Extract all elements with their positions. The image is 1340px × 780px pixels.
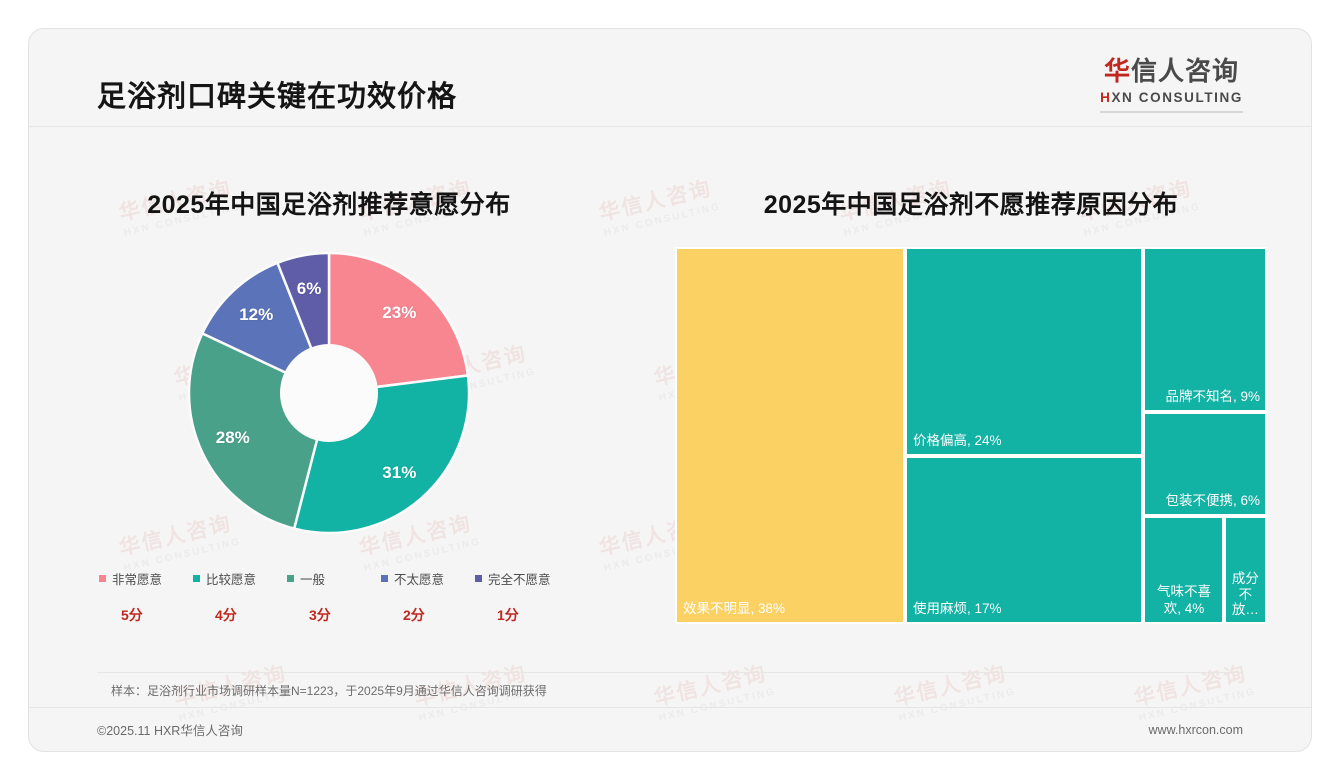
treemap-chart: 效果不明显, 38% 价格偏高, 24% 使用麻烦, 17% 品牌不知名, 9% 包装不… [675,247,1267,624]
footnote-text: 样本：足浴剂行业市场调研样本量N=1223，于2025年9月通过华信人咨询调研获… [97,672,1243,699]
treemap-chart-title: 2025年中国足浴剂不愿推荐原因分布 [763,191,1179,219]
donut-slice-label: 23% [382,303,417,323]
legend-score-label: 1分 [497,607,519,623]
page-title: 足浴剂口碑关键在功效价格 [97,81,458,113]
slide-container: 华信人咨询 HXN CONSULTING 华信人咨询 HXN CONSULTING 华信… [28,28,1312,752]
legend-item-label: 比较愿意 [206,573,257,587]
legend-item-label: 完全不愿意 [488,573,551,587]
slide-footer: ©2025.11 HXR华信人咨询 www.hxrcon.com [29,707,1311,751]
copyright-text: ©2025.11 HXR华信人咨询 [97,724,243,738]
logo-english-text: HXN CONSULTING [1100,90,1243,105]
legend-item-label: 不太愿意 [394,573,445,587]
company-logo: 华信人咨询 HXN CONSULTING [1100,56,1243,119]
treemap-cell-label: 气味不喜欢, 4% [1157,584,1212,617]
legend-score-label: 3分 [309,607,331,623]
legend-item[interactable]: 非常愿意 [99,569,193,588]
legend-item-label: 一般 [300,573,326,587]
legend-swatch-icon [193,575,200,582]
treemap-cell[interactable]: 使用麻烦, 17% [904,456,1144,624]
treemap-cell[interactable]: 包装不便携, 6% [1143,412,1267,516]
donut-hole [280,344,378,442]
treemap-cell[interactable]: 效果不明显, 38% [675,247,905,624]
logo-accent-char: 华 [1104,56,1132,86]
treemap-cell[interactable]: 成分不放… [1223,515,1267,624]
treemap-cell[interactable]: 价格偏高, 24% [904,247,1144,457]
legend-item[interactable]: 比较愿意 [193,569,287,588]
donut-svg [187,251,471,535]
treemap-chart-panel: 2025年中国足浴剂不愿推荐原因分布 效果不明显, 38% 价格偏高, 24% 使用… [629,127,1311,687]
logo-en-accent-char: H [1100,89,1112,105]
donut-slice-label: 31% [382,462,417,482]
treemap-cell-label: 成分不放… [1231,571,1259,618]
donut-chart-panel: 2025年中国足浴剂推荐意愿分布 23% 31% 28% 12% 6% 非常愿意 比较愿意… [29,127,629,687]
legend-score-label: 2分 [403,607,425,623]
legend-score-label: 5分 [121,607,143,623]
legend-swatch-icon [475,575,482,582]
website-link[interactable]: www.hxrcon.com [1148,722,1243,737]
legend-score-label: 4分 [215,607,237,623]
treemap-cell[interactable]: 品牌不知名, 9% [1143,247,1267,413]
legend-item[interactable]: 一般 [287,569,381,588]
logo-underline [1100,110,1243,113]
legend-item-label: 非常愿意 [112,573,163,587]
logo-rest-chars: 信人咨询 [1131,56,1240,86]
treemap-cell-label: 品牌不知名, 9% [1165,389,1260,405]
logo-en-rest-chars: XN CONSULTING [1111,89,1243,105]
treemap-cell-label: 效果不明显, 38% [683,601,786,617]
legend-item[interactable]: 不太愿意 [381,569,475,588]
slide-header: 足浴剂口碑关键在功效价格 华信人咨询 HXN CONSULTING [29,29,1311,127]
donut-slice[interactable] [327,251,470,395]
donut-chart-title: 2025年中国足浴剂推荐意愿分布 [147,191,511,219]
donut-chart: 23% 31% 28% 12% 6% [179,243,479,543]
legend-swatch-icon [381,575,388,582]
footnote: 样本：足浴剂行业市场调研样本量N=1223，于2025年9月通过华信人咨询调研获… [29,672,1311,699]
legend-item[interactable]: 完全不愿意 [475,569,569,588]
donut-slice-label: 6% [296,278,322,298]
treemap-cell-label: 包装不便携, 6% [1165,492,1260,508]
donut-legend: 非常愿意 比较愿意 一般 不太愿意 完全不愿意 [29,569,629,588]
treemap-cell[interactable]: 气味不喜欢, 4% [1143,515,1224,624]
donut-slice-label: 28% [215,428,250,448]
legend-swatch-icon [287,575,294,582]
legend-swatch-icon [99,575,106,582]
donut-slice-label: 12% [239,305,274,325]
donut-score-row: 5分 4分 3分 2分 1分 [29,605,629,625]
logo-chinese-text: 华信人咨询 [1100,56,1243,87]
treemap-cell-label: 价格偏高, 24% [912,433,1002,449]
treemap-cell-label: 使用麻烦, 17% [912,601,1002,617]
